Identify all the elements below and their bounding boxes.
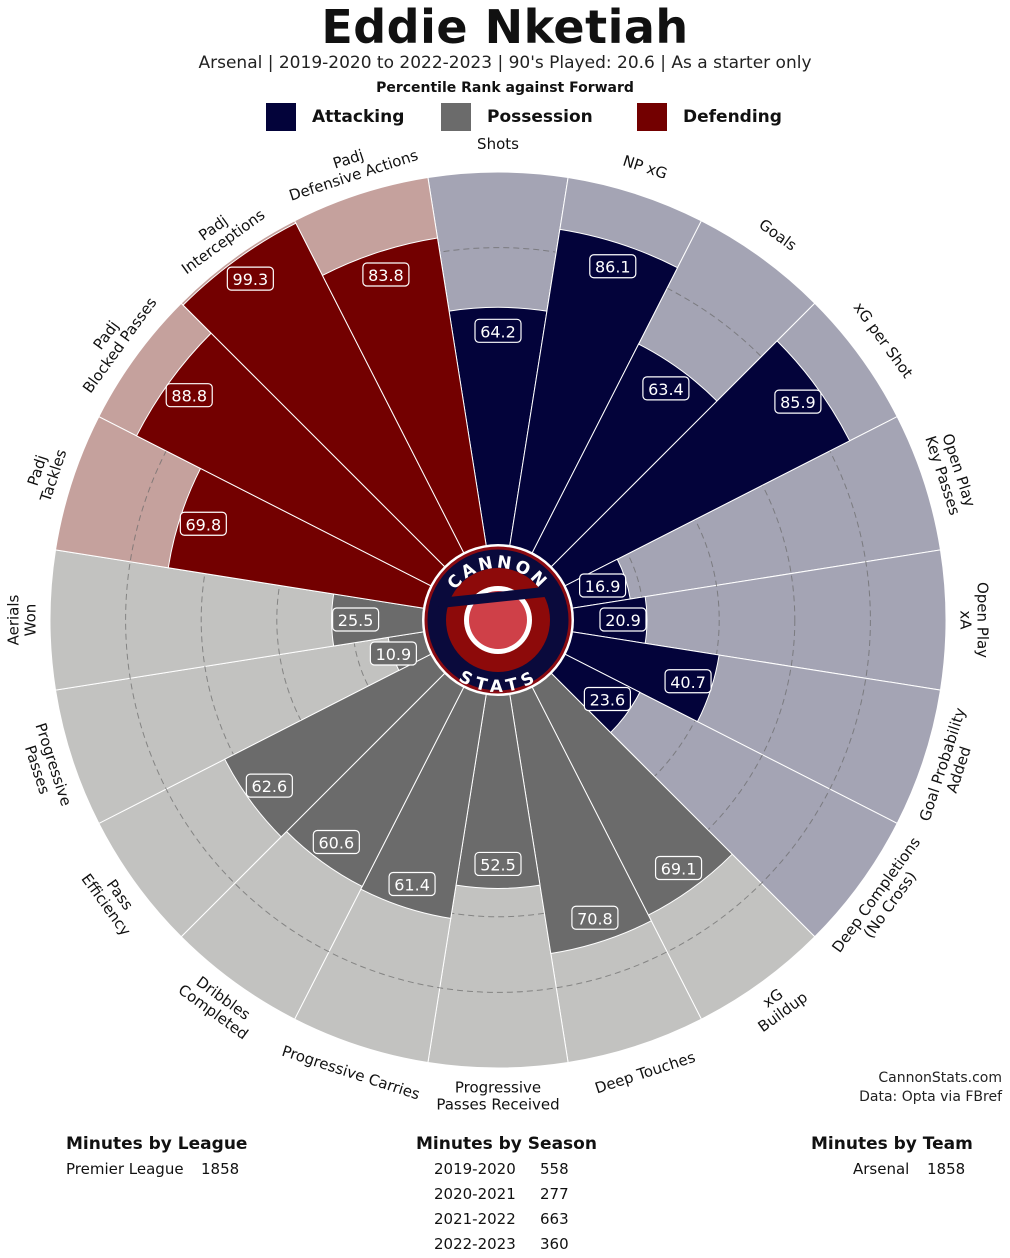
svg-text:23.6: 23.6 xyxy=(590,690,626,709)
legend-label-attacking: Attacking xyxy=(312,107,405,127)
svg-text:99.3: 99.3 xyxy=(233,270,269,289)
value-label-xg-buildup: 69.1 xyxy=(654,855,703,881)
value-label-xg-per-shot: 85.9 xyxy=(774,389,822,414)
season-minutes: 360 xyxy=(540,1235,569,1253)
value-label-progressive-passes-received: 52.5 xyxy=(474,851,522,877)
svg-text:52.5: 52.5 xyxy=(480,855,516,874)
legend-swatch-defending xyxy=(637,103,667,131)
svg-text:70.8: 70.8 xyxy=(577,909,613,928)
value-label-deep-touches: 70.8 xyxy=(571,905,619,930)
value-label-aerials-won: 25.5 xyxy=(332,607,380,632)
league-minutes: 1858 xyxy=(201,1160,240,1178)
svg-text:69.1: 69.1 xyxy=(661,860,697,879)
minutes-by-season-title: Minutes by Season xyxy=(416,1134,597,1154)
legend-swatch-possession xyxy=(441,103,471,131)
chart-subtitle: Arsenal | 2019-2020 to 2022-2023 | 90's … xyxy=(198,53,812,73)
svg-text:20.9: 20.9 xyxy=(605,611,641,630)
svg-text:85.9: 85.9 xyxy=(780,393,816,412)
value-label-open-play-xa: 20.9 xyxy=(599,607,647,632)
svg-text:40.7: 40.7 xyxy=(670,673,706,692)
svg-text:64.2: 64.2 xyxy=(480,322,516,341)
category-label-progressive-passes-received: Progressive Passes Received xyxy=(436,1079,559,1114)
svg-text:86.1: 86.1 xyxy=(595,258,631,277)
season-name: 2020-2021 xyxy=(434,1185,516,1203)
value-label-pass-efficiency: 62.6 xyxy=(245,773,293,798)
season-minutes: 277 xyxy=(540,1185,569,1203)
value-label-padj-blocked-passes: 88.8 xyxy=(165,383,213,408)
value-label-goal-probability-added: 40.7 xyxy=(664,669,712,694)
player-name-title: Eddie Nketiah xyxy=(321,0,689,54)
category-label-goals: Goals xyxy=(756,215,801,254)
legend-label-possession: Possession xyxy=(487,107,593,127)
percentile-rank-label: Percentile Rank against Forward xyxy=(376,80,634,96)
value-label-dribbles-completed: 60.6 xyxy=(312,829,360,855)
svg-text:62.6: 62.6 xyxy=(252,777,288,796)
svg-text:61.4: 61.4 xyxy=(394,875,430,894)
value-label-padj-defensive-actions: 83.8 xyxy=(362,262,410,287)
team-minutes: 1858 xyxy=(927,1160,966,1178)
season-minutes: 558 xyxy=(540,1160,569,1178)
minutes-by-team-title: Minutes by Team xyxy=(811,1134,973,1154)
svg-text:25.5: 25.5 xyxy=(338,611,374,630)
team-name: Arsenal xyxy=(853,1160,910,1178)
category-label-np-xg: NP xG xyxy=(621,152,670,183)
value-label-deep-completions-no-cross: 23.6 xyxy=(583,686,631,712)
svg-text:83.8: 83.8 xyxy=(368,266,404,285)
value-label-padj-tackles: 69.8 xyxy=(179,511,227,536)
value-label-progressive-passes: 10.9 xyxy=(369,641,417,666)
svg-text:69.8: 69.8 xyxy=(186,515,222,534)
category-label-open-play-xa: Open PlayxA xyxy=(957,582,992,658)
value-label-progressive-carries: 61.4 xyxy=(388,871,436,897)
source-data: Data: Opta via FBref xyxy=(859,1089,1002,1105)
season-name: 2019-2020 xyxy=(434,1160,516,1178)
category-label-shots: Shots xyxy=(477,135,519,153)
svg-text:16.9: 16.9 xyxy=(585,577,621,596)
value-label-open-play-key-passes: 16.9 xyxy=(579,573,627,598)
season-name: 2021-2022 xyxy=(434,1210,516,1228)
value-label-np-xg: 86.1 xyxy=(589,254,637,279)
value-bars xyxy=(135,222,851,955)
value-label-padj-interceptions: 99.3 xyxy=(226,266,274,291)
svg-text:88.8: 88.8 xyxy=(171,387,207,406)
svg-text:63.4: 63.4 xyxy=(648,380,684,399)
league-name: Premier League xyxy=(66,1160,184,1178)
grid-ring-60 xyxy=(200,322,796,918)
legend-label-defending: Defending xyxy=(683,107,782,127)
svg-text:10.9: 10.9 xyxy=(376,645,412,664)
category-label-padj-tackles: PadjTackles xyxy=(20,442,70,505)
value-label-shots: 64.2 xyxy=(474,318,522,343)
value-label-goals: 63.4 xyxy=(642,376,690,401)
legend-possession: Possession xyxy=(441,102,593,132)
value-labels: 64.2 86.1 63.4 85.9 16.9 20.9 40.7 23.6 69.1 70.8… xyxy=(165,254,822,930)
legend-defending: Defending xyxy=(637,102,782,132)
svg-text:60.6: 60.6 xyxy=(319,834,355,853)
legend-attacking: Attacking xyxy=(266,102,404,132)
legend-swatch-attacking xyxy=(266,103,296,131)
season-name: 2022-2023 xyxy=(434,1235,516,1253)
minutes-by-league-title: Minutes by League xyxy=(66,1134,248,1154)
source-site: CannonStats.com xyxy=(878,1070,1002,1086)
season-minutes: 663 xyxy=(540,1210,569,1228)
category-label-deep-touches: Deep Touches xyxy=(593,1048,698,1097)
grid-ring-80 xyxy=(125,247,871,993)
category-label-aerials-won: AerialsWon xyxy=(5,594,40,645)
cannon-barrel-icon xyxy=(437,586,554,608)
